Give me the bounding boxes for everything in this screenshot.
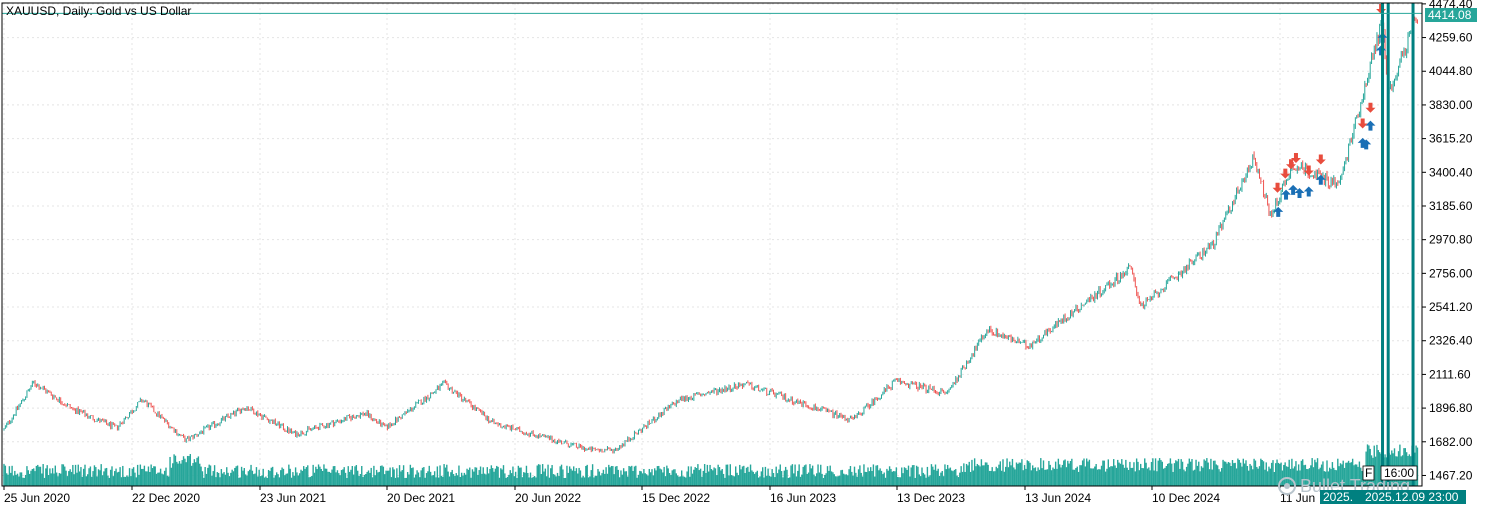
buy-arrow-icon [1365,120,1376,131]
sell-arrow-icon [1357,118,1368,129]
x-tick-label: 13 Dec 2023 [897,491,965,505]
y-tick-label: 3400.40 [1429,165,1473,179]
buy-arrow-icon [1281,189,1292,200]
buy-arrow-icon [1288,184,1299,195]
crosshair-time-tags: 2025. 2025.12.09 23:00 [1320,490,1466,504]
y-tick-label: 2111.60 [1429,367,1471,381]
buy-arrow-icon [1315,174,1326,185]
time-axis: 25 Jun 2020 22 Dec 2020 23 Jun 2021 20 Dec … [3,486,1315,505]
sell-arrow-icon [1280,168,1291,179]
y-tick-label: 1682.00 [1429,435,1473,449]
y-tick-label: 2756.00 [1429,266,1473,280]
x-tick-label: 20 Jun 2022 [515,491,581,505]
buy-arrow-icon [1357,137,1368,148]
y-tick-label: 1467.20 [1429,468,1473,482]
trade-signals [1272,3,1388,217]
small-time-tags: F 16:00 [1362,465,1418,481]
sell-arrow-icon [1303,165,1314,176]
buy-arrow-icon [1273,206,1284,217]
current-price-label: 4414.08 [1428,8,1472,22]
y-tick-label: 2541.20 [1429,300,1473,314]
current-price-tag: 4414.08 [1425,8,1477,22]
y-tick-label: 1896.80 [1429,401,1473,415]
plot-frame [1,2,1423,487]
y-tick-label: 3185.60 [1429,199,1473,213]
buy-arrow-icon [1361,139,1372,150]
sell-arrow-icon [1290,152,1301,163]
sell-arrow-icon [1272,182,1283,193]
x-tick-label: 22 Dec 2020 [132,491,200,505]
y-tick-label: 2326.40 [1429,334,1473,348]
volume-bars [3,444,1419,486]
chart-title: XAUUSD, Daily: Gold vs US Dollar [6,4,191,18]
price-axis: 4474.40 4259.60 4044.80 3830.00 3615.20 3400.… [1422,0,1473,482]
small-label-1: F [1365,466,1372,480]
price-candles [3,14,1418,454]
x-tick-label: 15 Dec 2022 [642,491,710,505]
y-tick-label: 3830.00 [1429,98,1473,112]
x-tick-label: 10 Dec 2024 [1152,491,1220,505]
bullet-trading-logo-icon [1278,477,1296,495]
x-tick-label: 16 Jun 2023 [770,491,836,505]
buy-arrow-icon [1303,186,1314,197]
y-tick-label: 2970.80 [1429,233,1473,247]
x-tick-label: 23 Jun 2021 [260,491,326,505]
plot-border [1,2,1423,487]
y-tick-label: 4474.40 [1429,0,1473,11]
sell-arrow-icon [1315,154,1326,165]
time-label-right: 2025.12.09 23:00 [1365,490,1459,504]
x-tick-label: 25 Jun 2020 [4,491,70,505]
time-label-left: 2025. [1323,490,1353,504]
sell-arrow-icon [1286,159,1297,170]
sell-arrow-icon [1365,102,1376,113]
x-tick-label: 20 Dec 2021 [387,491,455,505]
y-tick-label: 4044.80 [1429,64,1473,78]
small-label-2: 16:00 [1384,466,1414,480]
vertical-markers [1381,3,1415,486]
chart-grid [2,3,1422,486]
buy-arrow-icon [1294,188,1305,199]
x-tick-label: 13 Jun 2024 [1025,491,1091,505]
y-tick-label: 3615.20 [1429,132,1473,146]
y-tick-label: 4259.60 [1429,31,1473,45]
